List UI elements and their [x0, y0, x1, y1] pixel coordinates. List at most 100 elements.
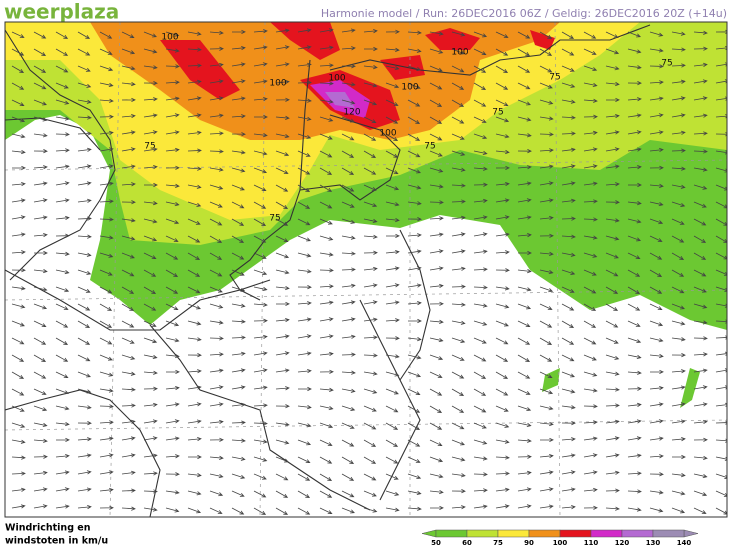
wind-arrow [297, 386, 312, 392]
wind-arrow [187, 320, 202, 326]
wind-arrow [583, 404, 598, 409]
wind-arrow [187, 79, 202, 84]
wind-arrow [583, 65, 598, 72]
wind-arrow [495, 504, 510, 509]
wind-arrow [99, 420, 114, 425]
wind-arrow [385, 388, 399, 395]
wind-arrow [363, 167, 377, 175]
wind-arrow [121, 218, 136, 223]
wind-arrow [561, 453, 576, 458]
wind-arrow [583, 164, 598, 169]
wind-arrow [407, 266, 422, 271]
wind-arrow [319, 184, 333, 192]
wind-arrow [385, 336, 400, 341]
wind-arrow [165, 48, 180, 53]
wind-arrow [429, 48, 444, 54]
wind-arrow [143, 113, 158, 118]
wind-arrow [627, 113, 642, 118]
wind-arrow [319, 133, 333, 140]
wind-arrow [143, 386, 158, 391]
wind-arrow [649, 64, 664, 69]
grid-line [554, 22, 561, 517]
wind-arrow [297, 439, 312, 446]
wind-arrow [627, 354, 642, 360]
contour-label: 75 [549, 73, 560, 83]
wind-arrow [319, 490, 333, 498]
wind-arrow [187, 286, 201, 294]
wind-arrow [143, 201, 158, 206]
wind-arrow [319, 387, 334, 392]
wind-arrow [495, 371, 509, 379]
wind-arrow [33, 320, 47, 328]
wind-arrow [583, 130, 598, 135]
wind-arrow [429, 184, 444, 189]
wind-arrow [11, 487, 26, 492]
wind-arrow [55, 132, 70, 137]
wind-arrow [99, 252, 114, 258]
wind-arrow [77, 131, 92, 136]
wind-arrow [165, 201, 180, 207]
wind-arrow [605, 419, 620, 424]
wind-arrow [385, 405, 399, 413]
wind-arrow [649, 130, 664, 135]
wind-arrow [165, 64, 180, 69]
wind-arrow [495, 439, 510, 444]
wind-arrow [649, 472, 664, 477]
wind-arrow [341, 46, 356, 51]
wind-arrow [341, 317, 356, 322]
wind-arrow [671, 490, 686, 496]
wind-arrow [187, 148, 202, 153]
wind-arrow [363, 99, 378, 106]
wind-arrow [693, 167, 708, 172]
wind-arrow [33, 487, 48, 492]
wind-arrow [55, 233, 70, 238]
wind-arrow [627, 235, 642, 242]
wind-arrow [209, 490, 224, 497]
wind-arrow [297, 201, 311, 209]
wind-arrow [55, 354, 69, 362]
wind-arrow [583, 114, 598, 119]
wind-arrow [77, 65, 91, 72]
wind-arrow [385, 150, 399, 158]
wind-arrow [11, 198, 26, 203]
wind-arrow [77, 470, 92, 475]
wind-arrow [429, 249, 444, 254]
wind-arrow [341, 116, 355, 123]
wind-arrow [385, 422, 399, 430]
wind-arrow [517, 215, 532, 220]
wind-arrow [583, 505, 598, 510]
wind-arrow [517, 99, 531, 106]
scale-tick-label: 100 [553, 539, 568, 547]
wind-arrow [99, 286, 113, 294]
wind-arrow [539, 164, 554, 169]
wind-arrow [77, 504, 92, 510]
wind-arrow [231, 29, 246, 35]
wind-arrow [429, 439, 443, 447]
wind-arrow [561, 48, 575, 56]
wind-arrow [605, 164, 620, 169]
wind-arrow [583, 420, 598, 425]
map-frame [4, 21, 728, 518]
wind-arrow [33, 165, 48, 170]
wind-arrow [539, 388, 554, 395]
wind-arrow [253, 114, 268, 120]
wind-arrow [209, 218, 223, 226]
wind-arrow [165, 436, 180, 441]
wind-arrow [121, 470, 136, 475]
wind-arrow [385, 167, 399, 175]
wind-arrow [693, 385, 708, 390]
wind-arrow [605, 371, 620, 376]
wind-arrow [121, 31, 135, 39]
wind-arrow [319, 439, 333, 446]
wind-arrow [55, 437, 70, 443]
wind-arrow [99, 371, 114, 377]
wind-arrow [209, 113, 224, 118]
wind-arrow [693, 303, 708, 309]
wind-arrow [99, 114, 114, 119]
wind-arrow [77, 354, 91, 362]
wind-arrow [407, 201, 422, 206]
wind-arrow [11, 504, 26, 509]
wind-arrow [55, 48, 69, 56]
wind-arrow [99, 269, 113, 276]
wind-arrow [209, 96, 224, 101]
